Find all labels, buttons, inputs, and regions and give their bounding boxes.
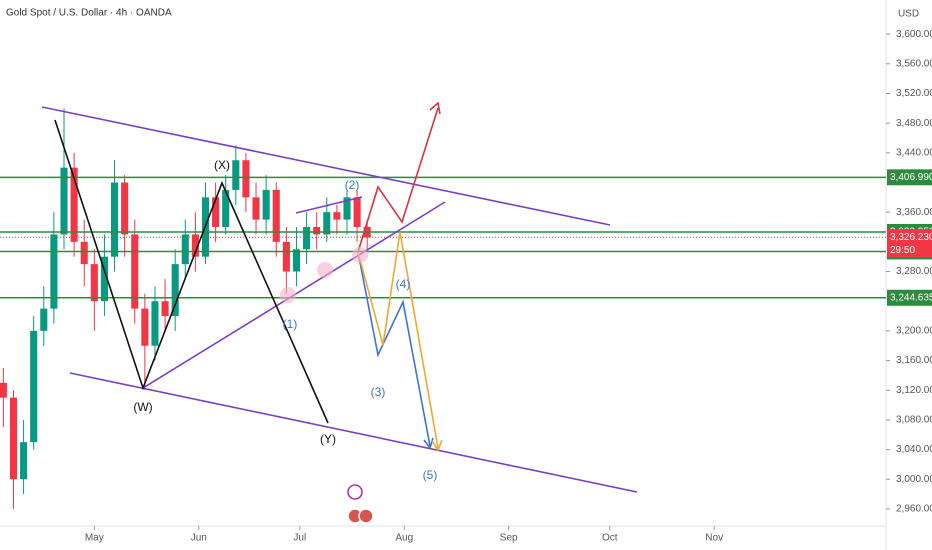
price-level-label: 3,406.990	[890, 172, 932, 183]
candle-body	[161, 301, 169, 317]
y-tick-label: 3,000.000	[896, 474, 932, 485]
candle-body	[121, 182, 129, 235]
x-tick-label: Jul	[293, 533, 306, 544]
candle-body	[303, 227, 311, 250]
drawings	[41, 101, 638, 524]
currency: USD	[898, 9, 919, 20]
y-tick-label: 2,960.000	[896, 504, 932, 515]
bull-path	[357, 107, 439, 253]
candle-body	[50, 234, 58, 309]
y-tick-label: 3,520.000	[896, 88, 932, 99]
price-level-box	[887, 289, 932, 306]
candle-body	[313, 227, 321, 235]
candle-body	[0, 382, 7, 398]
wave-label: (2)	[345, 178, 360, 192]
wave-label: (4)	[396, 277, 411, 291]
candle-body	[40, 308, 48, 331]
last-price-label: 3,326.230	[890, 232, 932, 243]
y-tick-label: 3,440.000	[896, 147, 932, 158]
touch-marker	[352, 247, 368, 263]
arrow-head	[429, 101, 441, 115]
wave-label: (Y)	[320, 432, 336, 446]
candle-body	[60, 167, 68, 235]
candle-body	[262, 189, 270, 220]
touch-marker	[280, 287, 296, 303]
x-tick-label: May	[85, 533, 104, 544]
candle-body	[353, 197, 361, 228]
candle-body	[131, 234, 139, 309]
candle-body	[90, 264, 98, 302]
x-tick-label: Sep	[500, 533, 518, 544]
y-tick-label: 3,080.000	[896, 415, 932, 426]
annotations: (W) (X) (Y) (1) (2) (3) (4) (5)	[133, 158, 437, 482]
y-tick-label: 3,560.000	[896, 58, 932, 69]
touch-marker	[317, 262, 333, 278]
wave-label: (X)	[214, 158, 230, 172]
y-tick-label: 3,160.000	[896, 355, 932, 366]
event-icon[interactable]	[358, 508, 374, 524]
chart-title: Gold Spot / U.S. Dollar · 4h · OANDA	[6, 8, 172, 19]
candle-body	[141, 308, 149, 346]
y-tick-label: 3,600.000	[896, 29, 932, 40]
wave-label: (3)	[371, 385, 386, 399]
candle-body	[232, 160, 240, 190]
candle-body	[111, 182, 119, 257]
candle-body	[20, 442, 28, 480]
candle-body	[70, 167, 78, 242]
y-tick-label: 3,200.000	[896, 326, 932, 337]
arrow-head	[431, 439, 443, 452]
y-tick-label: 3,280.000	[896, 266, 932, 277]
y-tick-label: 3,040.000	[896, 444, 932, 455]
candle-body	[333, 212, 341, 220]
candle-body	[282, 241, 290, 272]
candle-body	[80, 241, 88, 265]
candle-body	[292, 249, 300, 272]
last-price-box	[887, 229, 932, 258]
candle-body	[151, 301, 159, 346]
candle-body	[191, 234, 199, 257]
candle-body	[242, 160, 250, 198]
x-tick-label: Aug	[395, 533, 413, 544]
candle-body	[100, 256, 108, 302]
wave-label: (W)	[133, 400, 152, 414]
countdown: 29:50	[890, 245, 915, 256]
y-tick-label: 3,120.000	[896, 385, 932, 396]
channel-top	[41, 106, 611, 226]
channel-bottom	[69, 372, 638, 493]
alt-path	[357, 231, 439, 449]
wave-label: (5)	[423, 468, 438, 482]
candle-body	[181, 234, 189, 265]
candle-body	[171, 264, 179, 317]
candle-body	[30, 330, 38, 443]
bear-path	[357, 251, 431, 447]
wave-label: (1)	[283, 317, 298, 331]
candle-body	[272, 189, 280, 242]
price-level-label: 3,244.635	[890, 292, 932, 303]
candle-body	[212, 197, 220, 228]
x-tick-label: Oct	[602, 533, 618, 544]
candle-body	[323, 212, 331, 235]
y-tick-label: 3,360.000	[896, 207, 932, 218]
candle-body	[343, 197, 351, 220]
price-level-box	[887, 169, 932, 186]
candle-body	[252, 197, 260, 220]
event-icon[interactable]	[347, 484, 363, 500]
x-tick-label: Nov	[705, 533, 723, 544]
candle-body	[222, 189, 230, 228]
trend-line	[295, 196, 363, 214]
candle-body	[9, 397, 18, 480]
plot	[0, 108, 886, 509]
x-tick-label: Jun	[191, 533, 207, 544]
wxy-path	[54, 119, 329, 424]
y-tick-label: 3,480.000	[896, 118, 932, 129]
